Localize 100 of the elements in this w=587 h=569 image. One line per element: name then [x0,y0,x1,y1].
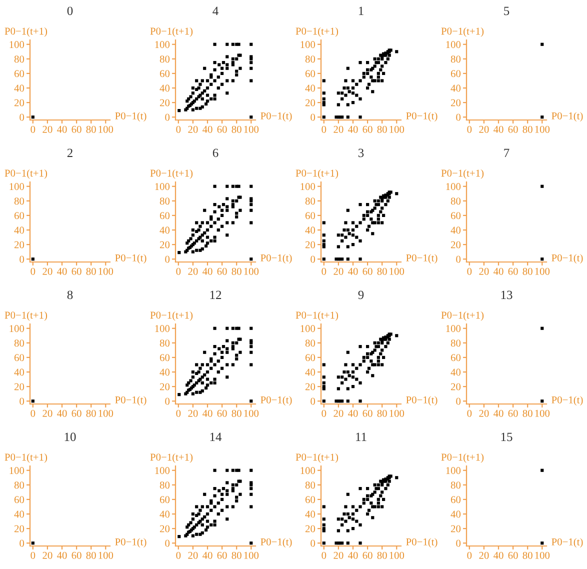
x-axis-title: P0−1(t) [115,112,146,122]
x-tick-label: 80 [377,268,387,275]
x-tick-label: 80 [377,410,387,417]
x-tick-label: 40 [348,268,358,275]
x-tick-label: 60 [508,410,518,417]
y-tick-label: 20 [450,99,461,106]
y-tick-label: 0 [456,114,461,121]
chart-title: 4 [212,6,218,15]
chart-title: 0 [67,6,73,16]
x-tick-label: 20 [188,268,198,275]
y-tick-label: 40 [160,226,170,234]
x-axis-title: P0−1(t) [406,396,438,406]
x-tick-label: 100 [390,410,404,417]
y-tick-label: 80 [450,482,461,489]
y-tick-label: 0 [456,398,461,405]
y-tick-label: 20 [305,99,316,106]
y-axis-title: P0−1(t+1) [150,311,193,321]
y-tick-label: 0 [165,398,170,405]
x-tick-label: 100 [390,126,404,133]
x-tick-label: 80 [232,410,242,417]
y-tick-label: 80 [14,482,24,489]
x-tick-label: 20 [42,126,52,133]
x-tick-label: 20 [188,552,198,559]
x-tick-label: 60 [362,552,372,559]
x-axis-title: P0−1(t) [260,112,292,122]
x-tick-label: 80 [86,268,96,275]
x-axis-title: P0−1(t) [406,254,438,264]
x-axis-title: P0−1(t) [406,112,438,122]
chart-title: 9 [358,290,364,300]
y-tick-label: 20 [14,383,24,390]
y-tick-label: 60 [305,212,316,220]
x-tick-label: 80 [377,552,387,559]
x-tick-label: 80 [522,126,532,133]
y-tick-label: 40 [305,368,316,376]
y-tick-label: 20 [160,99,170,106]
x-tick-label: 80 [232,552,242,559]
y-tick-label: 60 [160,70,170,78]
y-tick-label: 60 [14,496,24,504]
y-tick-label: 20 [160,383,170,390]
x-tick-label: 0 [30,552,36,559]
y-tick-label: 100 [446,41,461,48]
x-tick-label: 60 [362,268,372,275]
y-tick-label: 0 [20,256,24,263]
chart-title: 13 [501,290,512,300]
y-axis-title: P0−1(t+1) [296,453,338,463]
x-tick-label: 40 [56,126,67,133]
chart-title: 14 [210,432,222,441]
y-tick-label: 80 [450,340,461,347]
x-tick-label: 60 [72,268,82,275]
y-tick-label: 100 [300,325,316,332]
chart-title: 5 [504,6,510,16]
y-axis-title: P0−1(t+1) [441,169,484,179]
x-tick-label: 60 [362,410,372,417]
x-tick-label: 0 [176,126,181,133]
y-tick-label: 100 [446,467,461,474]
x-tick-label: 60 [72,126,82,133]
x-tick-label: 0 [176,552,181,559]
x-tick-label: 80 [377,126,387,133]
y-tick-label: 0 [456,256,461,263]
x-axis-title: P0−1(t) [260,396,292,406]
y-tick-label: 80 [305,482,316,489]
y-tick-label: 20 [14,241,24,248]
x-tick-label: 60 [217,410,227,417]
chart-title: 10 [64,432,76,442]
x-tick-label: 80 [86,126,96,133]
chart-title: 1 [358,6,364,15]
x-tick-label: 40 [202,552,212,559]
x-axis-title: P0−1(t) [552,396,583,406]
x-tick-label: 80 [232,268,242,275]
chart-title: 15 [501,432,512,442]
y-axis-title: P0−1(t+1) [150,169,193,179]
y-tick-label: 20 [160,241,170,248]
y-tick-label: 0 [310,256,316,263]
x-tick-label: 80 [232,126,242,133]
x-tick-label: 0 [467,410,472,417]
x-tick-label: 20 [334,126,344,133]
y-tick-label: 60 [450,212,461,220]
y-tick-label: 0 [310,114,316,121]
y-tick-label: 100 [10,325,24,332]
x-tick-label: 100 [98,126,114,133]
y-axis-title: P0−1(t+1) [296,169,338,179]
y-tick-label: 20 [450,241,461,248]
x-tick-label: 40 [202,126,212,133]
y-tick-label: 20 [14,525,24,532]
x-tick-label: 20 [188,410,198,417]
x-tick-label: 60 [217,126,227,133]
x-tick-label: 40 [348,126,358,133]
y-tick-label: 40 [305,84,316,92]
x-tick-label: 20 [42,268,52,275]
x-tick-label: 60 [508,552,518,559]
y-axis-title: P0−1(t+1) [296,27,338,37]
x-tick-label: 40 [493,410,504,417]
x-tick-label: 60 [72,410,82,417]
x-tick-label: 40 [493,126,504,133]
y-tick-label: 40 [14,84,24,92]
y-tick-label: 80 [305,340,316,347]
x-tick-label: 40 [202,410,212,417]
y-tick-label: 100 [10,41,24,48]
y-tick-label: 100 [155,183,170,190]
x-tick-label: 40 [348,410,358,417]
